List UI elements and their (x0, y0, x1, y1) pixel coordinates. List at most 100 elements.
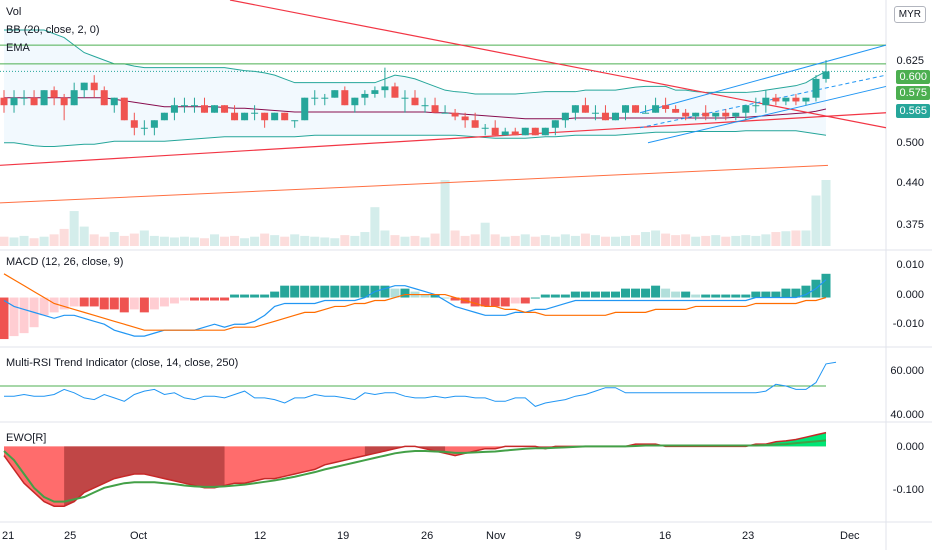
candle-body (100, 90, 108, 106)
volume-bar (280, 236, 290, 246)
macd-histogram-bar (651, 285, 661, 298)
channel-upper (639, 44, 887, 114)
macd-histogram-bar (560, 294, 570, 298)
candle-body (80, 82, 88, 91)
candle-body (271, 112, 279, 121)
volume-bar (129, 233, 139, 246)
volume-bar (701, 235, 711, 246)
volume-bar (330, 238, 340, 246)
candle-body (591, 112, 599, 114)
candle-body (722, 112, 730, 117)
macd-histogram-bar (741, 294, 751, 298)
ema-label: EMA (6, 42, 30, 54)
currency-button[interactable]: MYR (893, 6, 926, 23)
candle-body (652, 105, 660, 113)
macd-histogram-bar (9, 297, 19, 337)
volume-bar (380, 230, 390, 246)
price-tag-600: 0.600 (896, 70, 930, 84)
candle-body (792, 97, 800, 102)
volume-bar (240, 238, 250, 246)
candle-body (421, 105, 429, 107)
price-tick: 0.500 (896, 137, 924, 149)
macd-histogram-bar (270, 291, 280, 298)
candle-body (742, 105, 750, 113)
macd-histogram-bar (420, 294, 430, 298)
volume-bar (761, 234, 771, 246)
macd-histogram-bar (0, 297, 9, 340)
candle-body (642, 112, 650, 114)
macd-histogram-bar (69, 297, 79, 307)
candle-body (431, 105, 439, 113)
price-tag-value: 0.600 (899, 71, 927, 83)
volume-bar (9, 237, 19, 246)
candle-body (160, 112, 168, 121)
macd-histogram-bar (159, 297, 169, 307)
candle-body (90, 82, 98, 91)
volume-bar (19, 235, 29, 246)
macd-tick: 0.000 (896, 289, 924, 301)
candle-body (822, 71, 830, 79)
volume-bar (99, 236, 109, 246)
candle-body (120, 97, 128, 121)
bb-label: BB (20, close, 2, 0) (6, 24, 100, 36)
macd-histogram-bar (600, 291, 610, 298)
candle-body (180, 105, 188, 107)
volume-bar (310, 236, 320, 246)
macd-histogram-bar (671, 291, 681, 298)
volume-bar (801, 230, 811, 246)
macd-histogram-bar (250, 294, 260, 298)
macd-histogram-bar (711, 294, 721, 298)
volume-bar (731, 235, 741, 246)
date-tick: 16 (659, 530, 672, 542)
volume-bar (691, 236, 701, 246)
ewo-tick: -0.100 (892, 484, 924, 496)
macd-histogram-bar (360, 285, 370, 298)
macd-histogram-bar (540, 294, 550, 298)
macd-histogram-bar (380, 285, 390, 298)
date-tick: 26 (421, 530, 434, 542)
macd-histogram-bar (310, 285, 320, 298)
macd-histogram-bar (450, 297, 460, 301)
candle-body (752, 105, 760, 107)
candle-body (672, 108, 680, 113)
macd-histogram-bar (821, 273, 831, 298)
volume-bar (440, 180, 450, 246)
candle-body (391, 86, 399, 98)
candle-body (70, 90, 78, 106)
macd-histogram-bar (701, 294, 711, 298)
macd-histogram-bar (731, 294, 741, 298)
macd-histogram-bar (480, 297, 490, 307)
volume-bar (420, 237, 430, 246)
candle-body (130, 120, 138, 128)
macd-histogram-bar (621, 288, 631, 298)
candle-body (150, 120, 158, 128)
macd-histogram-bar (440, 297, 450, 299)
macd-histogram-bar (320, 285, 330, 298)
candle-body (301, 97, 309, 121)
macd-histogram-bar (500, 297, 510, 307)
macd-histogram-bar (139, 297, 149, 313)
price-tag-565: 0.565 (896, 104, 930, 118)
volume-bar (781, 231, 791, 246)
macd-histogram-bar (400, 288, 410, 298)
date-tick: 25 (64, 530, 77, 542)
volume-bar (771, 232, 781, 246)
macd-histogram-bar (99, 297, 109, 310)
candle-body (692, 112, 700, 117)
ewo-dark-block (64, 446, 225, 507)
price-tick: 0.440 (896, 177, 924, 189)
date-tick: 21 (2, 530, 15, 542)
signal-line (3, 273, 827, 331)
candle-body (521, 127, 529, 136)
candle-body (762, 97, 770, 106)
macd-histogram-bar (510, 297, 520, 304)
volume-bar (79, 226, 89, 246)
vol-label: Vol (6, 6, 22, 18)
candle-body (772, 97, 780, 102)
candle-body (561, 112, 569, 121)
macd-histogram-bar (691, 294, 701, 298)
volume-bar (741, 235, 751, 246)
candle-body (682, 112, 690, 117)
macd-histogram-bar (79, 297, 89, 307)
